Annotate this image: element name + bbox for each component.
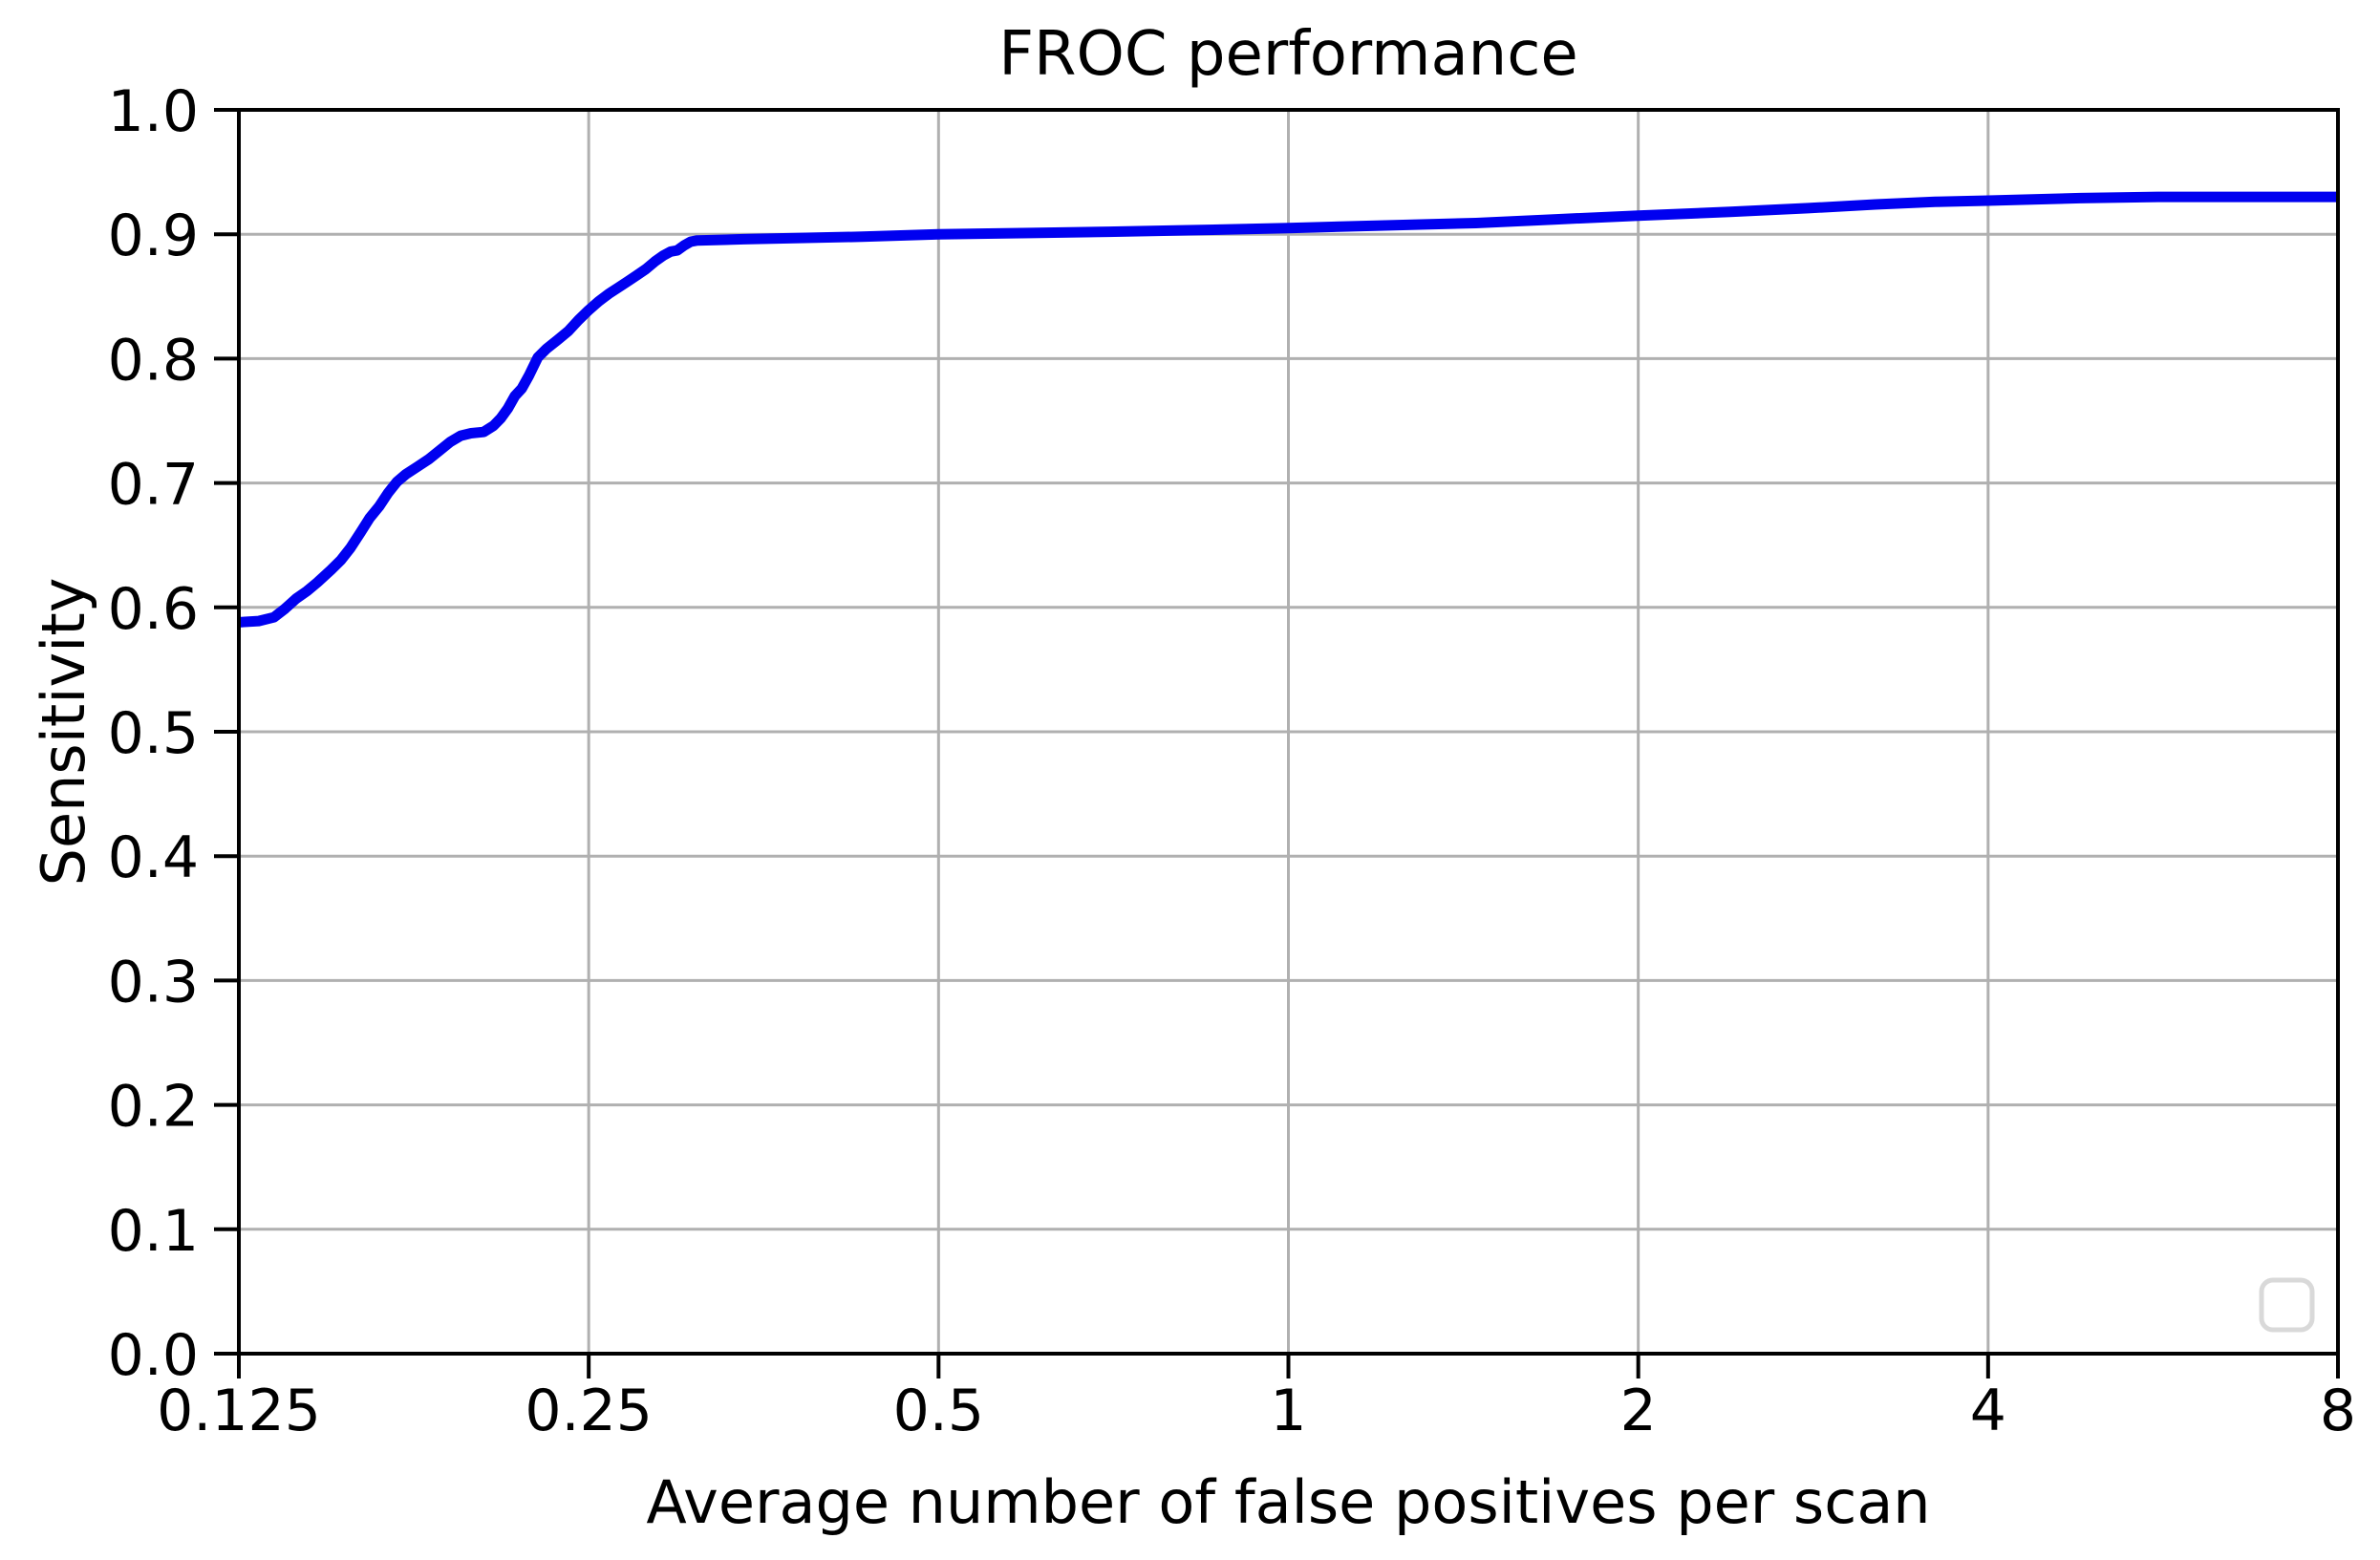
y-tick-label: 0.1: [108, 1198, 199, 1265]
x-axis-label: Average number of false positives per sc…: [646, 1467, 1930, 1537]
chart-title: FROC performance: [998, 19, 1578, 90]
y-tick-label: 0.7: [108, 452, 199, 519]
y-tick-label: 0.9: [108, 203, 199, 269]
y-tick-label: 0.3: [108, 949, 199, 1015]
y-tick-label: 0.6: [108, 576, 199, 643]
x-tick-label: 0.125: [157, 1378, 321, 1444]
y-tick-label: 0.8: [108, 327, 199, 394]
x-tick-label: 8: [2320, 1378, 2356, 1444]
y-tick-label: 0.0: [108, 1322, 199, 1389]
grid-layer: [237, 108, 2340, 1356]
froc-curve: [238, 191, 2338, 628]
y-tick-label: 1.0: [108, 78, 199, 145]
x-tick-label: 4: [1970, 1378, 2006, 1444]
y-tick-label: 0.5: [108, 700, 199, 767]
y-tick-label: 0.2: [108, 1074, 199, 1141]
x-tick-label: 0.5: [893, 1378, 984, 1444]
legend-box: [2259, 1277, 2315, 1333]
curve-layer: [238, 191, 2338, 628]
tick-layer: [214, 108, 2340, 1378]
x-tick-label: 2: [1620, 1378, 1657, 1444]
x-tick-label: 1: [1270, 1378, 1306, 1444]
x-tick-label: 0.25: [525, 1378, 653, 1444]
y-axis-label: Sensitivity: [29, 578, 98, 887]
y-tick-label: 0.4: [108, 824, 199, 891]
tick-label-layer: 0.0 0.1 0.2 0.3 0.4 0.5 0.6 0.7 0.8 0.9 1.0 0.125 0.…: [108, 78, 2357, 1444]
legend-layer: [2259, 1277, 2315, 1333]
